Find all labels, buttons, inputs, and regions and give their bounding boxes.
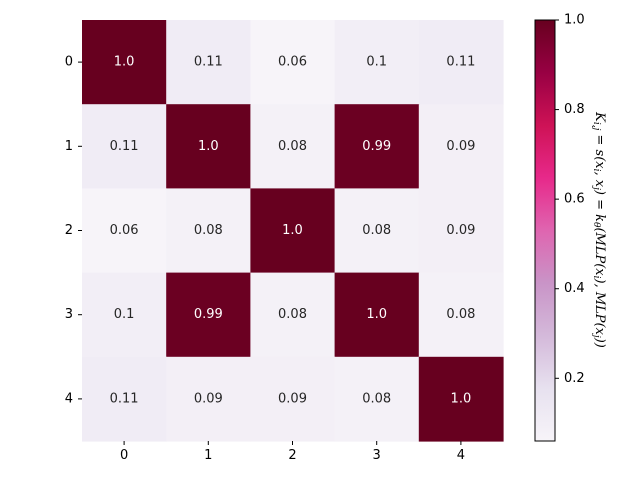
heatmap-cell [166, 356, 251, 442]
x-tick-label: 1 [204, 448, 212, 463]
cell-value-label: 0.06 [110, 223, 139, 238]
heatmap-cell [82, 20, 167, 105]
cell-value-label: 0.1 [114, 307, 135, 322]
y-tick-label: 2 [65, 223, 73, 238]
heatmap-cell [334, 356, 420, 442]
y-axis: 0 1 2 3 4 [65, 55, 82, 406]
colorbar-tick-label: 0.6 [564, 192, 585, 207]
colorbar-tick-label: 0.8 [564, 102, 585, 117]
heatmap-cells [82, 20, 504, 442]
heatmap-cell [250, 20, 336, 105]
heatmap-cell [334, 272, 420, 358]
cell-value-label: 0.08 [194, 223, 223, 238]
cell-value-label: 1.0 [282, 223, 303, 238]
heatmap-cell [334, 20, 420, 105]
colorbar-tick-label: 0.4 [564, 281, 585, 296]
cell-value-label: 0.11 [110, 139, 139, 154]
heatmap-cell [166, 188, 251, 274]
heatmap-cell [418, 272, 504, 358]
y-tick-label: 0 [65, 55, 73, 70]
x-tick-label: 0 [120, 448, 128, 463]
cell-value-label: 0.1 [366, 55, 387, 70]
heatmap-cell [250, 104, 336, 189]
cell-value-label: 1.0 [114, 55, 135, 70]
colorbar-ticks: 0.2 0.4 0.6 0.8 1.0 [555, 13, 585, 386]
cell-value-label: 0.11 [194, 55, 223, 70]
cell-value-label: 1.0 [366, 307, 387, 322]
heatmap-cell [82, 104, 167, 189]
heatmap-cell [334, 104, 420, 189]
x-tick-label: 2 [288, 448, 296, 463]
heatmap-cell [418, 104, 504, 189]
cell-value-label: 0.11 [446, 55, 475, 70]
cell-value-label: 0.99 [194, 307, 223, 322]
cell-value-label: 0.99 [362, 139, 391, 154]
heatmap-cell [82, 188, 167, 274]
colorbar-label: Ki,j = s(xi, xj) = kθ(MLP(xi), MLP(xj)) [592, 111, 608, 348]
cell-value-label: 0.08 [278, 307, 307, 322]
heatmap-cell [418, 188, 504, 274]
heatmap-cell [82, 272, 167, 358]
colorbar-tick-label: 0.2 [564, 371, 585, 386]
cell-value-label: 0.11 [110, 391, 139, 406]
heatmap-cell [250, 188, 336, 274]
heatmap-cell-labels: 1.0 0.11 0.06 0.1 0.11 0.11 1.0 0.08 0.99 0.09 0.0… [110, 55, 476, 407]
heatmap-cell [82, 356, 167, 442]
heatmap-cell [166, 20, 251, 105]
colorbar-gradient [534, 19, 556, 442]
cell-value-label: 1.0 [451, 391, 472, 406]
x-tick-label: 3 [373, 448, 381, 463]
y-tick-label: 3 [65, 307, 73, 322]
cell-value-label: 1.0 [198, 139, 219, 154]
cell-value-label: 0.08 [446, 307, 475, 322]
cell-value-label: 0.09 [446, 139, 475, 154]
colorbar: 0.2 0.4 0.6 0.8 1.0 [534, 13, 585, 442]
colorbar-tick-label: 1.0 [564, 13, 585, 28]
heatmap-cell [418, 20, 504, 105]
heatmap-cell [166, 104, 251, 189]
cell-value-label: 0.09 [446, 223, 475, 238]
cell-value-label: 0.08 [362, 391, 391, 406]
y-tick-label: 4 [65, 391, 73, 406]
cell-value-label: 0.09 [194, 391, 223, 406]
heatmap-cell [250, 356, 336, 442]
x-tick-label: 4 [457, 448, 465, 463]
cell-value-label: 0.09 [278, 391, 307, 406]
x-axis: 0 1 2 3 4 [120, 441, 465, 463]
heatmap-cell [334, 188, 420, 274]
heatmap-cell [250, 272, 336, 358]
y-tick-label: 1 [65, 139, 73, 154]
cell-value-label: 0.08 [278, 139, 307, 154]
cell-value-label: 0.06 [278, 55, 307, 70]
heatmap-cell [418, 356, 504, 442]
heatmap-cell [166, 272, 251, 358]
cell-value-label: 0.08 [362, 223, 391, 238]
svg-text:Ki,j = s(xi, xj) = kθ(MLP(xi),: Ki,j = s(xi, xj) = kθ(MLP(xi), MLP(xj)) [592, 111, 608, 348]
